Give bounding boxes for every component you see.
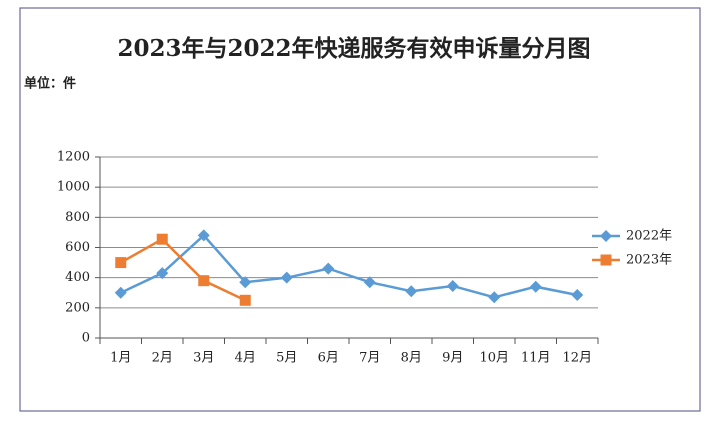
- data-point: [488, 291, 501, 304]
- data-point: [322, 262, 335, 275]
- legend-label: 2023年: [626, 253, 672, 268]
- data-point: [363, 276, 376, 289]
- x-tick-label: 8月: [401, 351, 422, 366]
- y-tick-label: 200: [65, 300, 90, 315]
- x-tick-label: 2月: [152, 351, 173, 366]
- data-point: [446, 279, 459, 292]
- unit-label: 单位：件: [24, 76, 76, 92]
- x-tick-label: 1月: [110, 351, 131, 366]
- data-point: [156, 267, 169, 280]
- y-tick-label: 400: [65, 270, 90, 285]
- x-tick-label: 11月: [521, 351, 551, 366]
- data-point: [197, 229, 210, 242]
- chart-frame: [19, 7, 701, 412]
- x-tick-label: 4月: [235, 351, 256, 366]
- y-tick-label: 1000: [57, 180, 90, 195]
- legend-label: 2022年: [626, 229, 672, 244]
- data-point: [115, 257, 127, 269]
- data-point: [156, 233, 168, 245]
- x-tick-label: 6月: [318, 351, 339, 366]
- y-tick-label: 800: [65, 210, 90, 225]
- legend-marker: [600, 230, 612, 242]
- data-point: [405, 285, 418, 298]
- data-point: [571, 289, 584, 302]
- x-tick-label: 3月: [193, 351, 214, 366]
- x-tick-label: 10月: [479, 351, 509, 366]
- y-tick-label: 1200: [57, 150, 90, 165]
- data-point: [114, 286, 127, 299]
- data-point: [280, 271, 293, 284]
- data-point: [529, 280, 542, 293]
- chart-title: 2023年与2022年快递服务有效申诉量分月图: [117, 35, 590, 62]
- x-tick-label: 12月: [562, 351, 592, 366]
- data-point: [239, 276, 252, 289]
- x-tick-label: 9月: [442, 351, 463, 366]
- legend-marker: [600, 254, 612, 266]
- series-line: [120, 233, 578, 299]
- y-tick-label: 600: [65, 240, 90, 255]
- y-tick-label: 0: [82, 331, 90, 346]
- series-line: [120, 237, 246, 302]
- data-point: [198, 275, 210, 287]
- x-tick-label: 5月: [276, 351, 297, 366]
- data-point: [239, 294, 251, 306]
- x-tick-label: 7月: [359, 351, 380, 366]
